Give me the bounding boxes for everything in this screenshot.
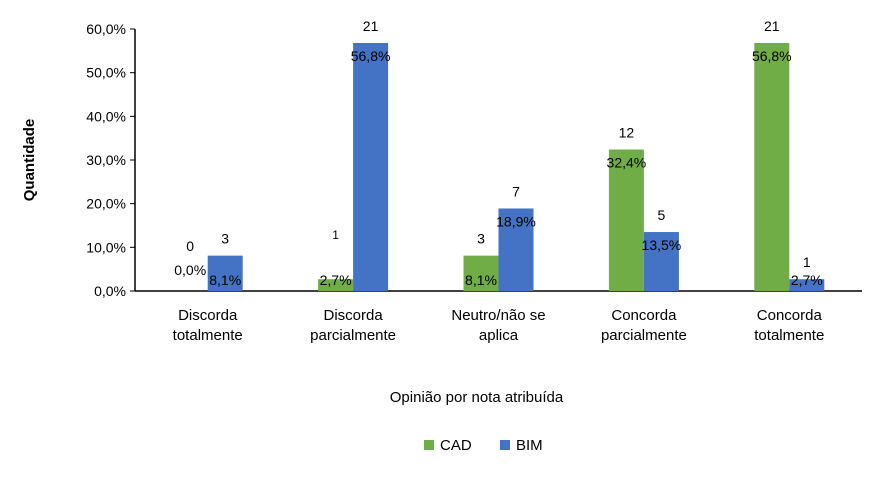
x-category-label: parcialmente bbox=[310, 327, 396, 344]
y-tick-label: 60,0% bbox=[86, 21, 126, 37]
x-category-label: Discorda bbox=[324, 307, 384, 324]
bim-count-label: 21 bbox=[363, 18, 379, 34]
x-category-label: totalmente bbox=[754, 327, 824, 344]
x-category-label: totalmente bbox=[173, 327, 243, 344]
cad-bar bbox=[318, 279, 354, 291]
y-axis-title: Quantidade bbox=[21, 119, 38, 202]
y-tick-label: 30,0% bbox=[86, 152, 126, 168]
x-category-label: Concorda bbox=[611, 307, 677, 324]
cad-percent-label: 2,7% bbox=[320, 272, 352, 288]
y-tick-label: 10,0% bbox=[86, 239, 126, 255]
y-tick-label: 40,0% bbox=[86, 108, 126, 124]
bim-percent-label: 18,9% bbox=[496, 213, 536, 229]
cad-legend-swatch bbox=[424, 440, 434, 450]
cad-count-label: 21 bbox=[764, 18, 780, 34]
x-category-label: Neutro/não se bbox=[451, 307, 545, 324]
x-category-label: Discorda bbox=[178, 307, 238, 324]
bim-percent-label: 8,1% bbox=[209, 272, 241, 288]
cad-percent-label: 0,0% bbox=[174, 262, 206, 278]
bim-bar bbox=[789, 279, 825, 291]
bim-count-label: 5 bbox=[658, 207, 666, 223]
bim-bar bbox=[207, 255, 243, 291]
bim-legend-label: BIM bbox=[516, 437, 543, 454]
bim-percent-label: 56,8% bbox=[351, 48, 391, 64]
cad-percent-label: 56,8% bbox=[752, 48, 792, 64]
bim-percent-label: 2,7% bbox=[791, 272, 823, 288]
cad-count-label: 1 bbox=[332, 228, 339, 242]
bim-bar bbox=[498, 208, 534, 291]
cad-percent-label: 8,1% bbox=[465, 272, 497, 288]
bim-legend-swatch bbox=[500, 440, 510, 450]
x-category-label: parcialmente bbox=[601, 327, 687, 344]
x-category-label: Concorda bbox=[757, 307, 823, 324]
cad-percent-label: 32,4% bbox=[607, 155, 647, 171]
cad-count-label: 0 bbox=[186, 238, 194, 254]
bim-bar bbox=[353, 42, 389, 292]
bim-count-label: 1 bbox=[803, 254, 811, 270]
y-tick-label: 50,0% bbox=[86, 65, 126, 81]
cad-count-label: 3 bbox=[477, 231, 485, 247]
cad-bar bbox=[608, 149, 644, 291]
x-axis-title: Opinião por nota atribuída bbox=[390, 389, 564, 406]
bim-bar bbox=[643, 232, 679, 291]
cad-legend-label: CAD bbox=[440, 437, 472, 454]
cad-count-label: 12 bbox=[619, 125, 635, 141]
cad-bar bbox=[754, 42, 790, 292]
y-tick-label: 0,0% bbox=[94, 283, 126, 299]
cad-bar bbox=[463, 255, 499, 291]
bim-count-label: 7 bbox=[512, 183, 520, 199]
bim-count-label: 3 bbox=[221, 231, 229, 247]
y-tick-label: 20,0% bbox=[86, 196, 126, 212]
bim-percent-label: 13,5% bbox=[642, 237, 682, 253]
x-category-label: aplica bbox=[479, 327, 519, 344]
